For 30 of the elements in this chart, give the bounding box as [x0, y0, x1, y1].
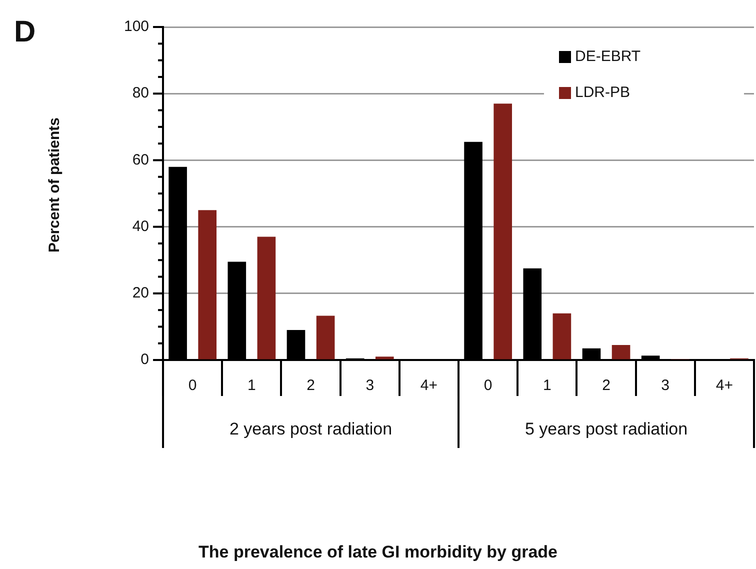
bar: [198, 210, 217, 360]
x-tick-label: 4+: [420, 377, 438, 394]
x-tick-label: 4+: [716, 377, 734, 394]
y-tick-label: 40: [132, 218, 150, 235]
y-tick-label: 60: [132, 151, 150, 168]
x-tick-label: 1: [542, 377, 552, 394]
bar: [494, 104, 512, 360]
chart-title: D: [14, 15, 36, 48]
y-tick-label: 0: [140, 351, 150, 368]
x-tick-label: 3: [366, 377, 374, 394]
bar: [552, 313, 572, 360]
text: 2 years post radiation: [229, 420, 392, 439]
bar: [375, 356, 394, 360]
x-tick-label: 1: [248, 377, 256, 394]
x-tick-label: 3: [661, 377, 670, 394]
x-tick-label: 0: [484, 377, 492, 394]
y-tick-label: 100: [124, 18, 150, 36]
bar: [316, 316, 335, 360]
x-tick-label: 2: [602, 377, 610, 394]
x-tick-label: 2: [306, 377, 315, 394]
text: The prevalence of late GI morbidity by grade: [198, 542, 558, 562]
y-tick-label: 20: [132, 284, 150, 302]
legend-label: LDR-PB: [575, 84, 630, 102]
legend-label: DE-EBRT: [575, 48, 641, 66]
x-tick-label: 0: [188, 377, 197, 394]
bar: [612, 345, 630, 360]
text: 5 years post radiation: [524, 420, 688, 439]
bar: [257, 236, 276, 360]
y-axis-title: Percent of patients: [46, 117, 64, 253]
y-tick-label: 80: [132, 84, 150, 102]
